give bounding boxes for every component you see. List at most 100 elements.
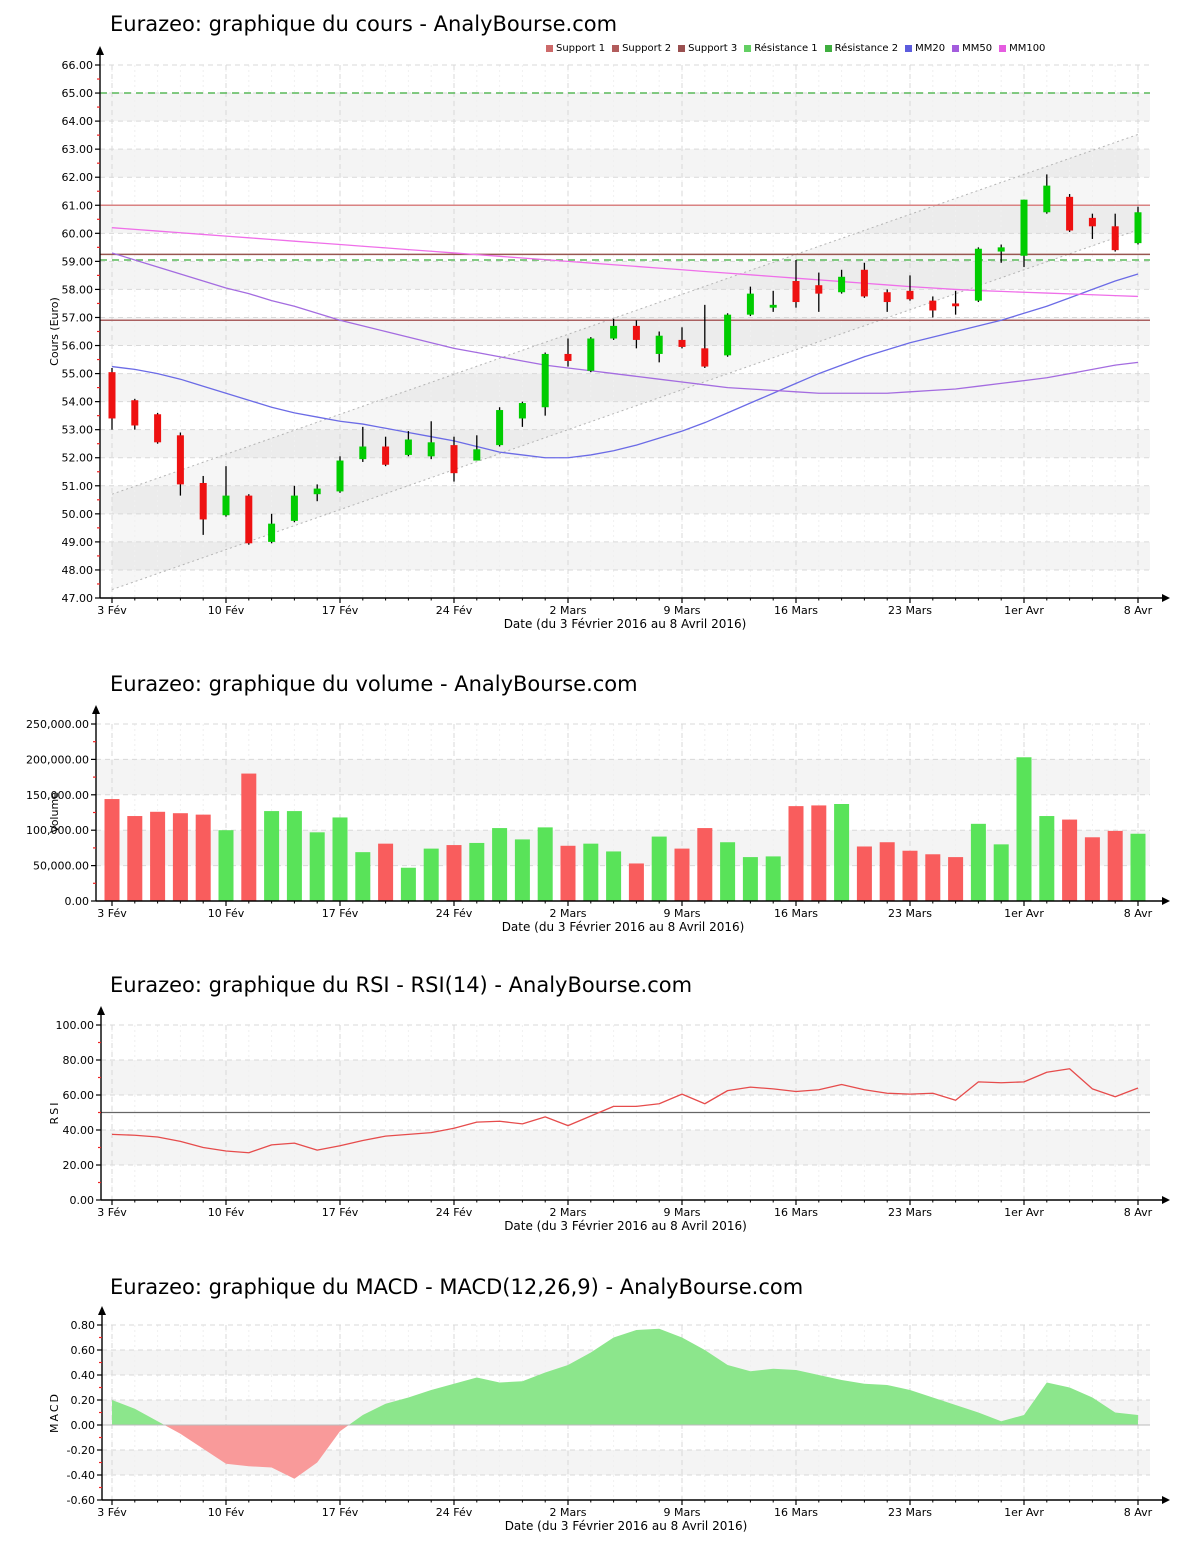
candle-body [1020, 199, 1028, 256]
y-axis-tick-label: -0.20 [67, 1444, 95, 1457]
volume-bar [127, 816, 143, 901]
volume-bar [697, 828, 713, 901]
x-axis-caption: Date (du 3 Février 2016 au 8 Avril 2016) [504, 1219, 747, 1233]
y-axis-tick-label: 66.00 [62, 59, 94, 72]
x-axis-arrow-icon [1162, 897, 1170, 905]
legend-swatch-icon [952, 45, 960, 52]
rsi-chart: 0.00 20.00 40.00 60.00 80.00 100.00 3 Fév 10 Fé… [48, 1006, 1170, 1233]
volume-bar [1107, 830, 1123, 901]
legend-swatch-icon [824, 45, 832, 52]
candle-body [1111, 226, 1119, 251]
y-axis-arrow-icon [92, 705, 100, 714]
volume-bar [286, 811, 302, 901]
volume-bar [834, 804, 850, 901]
candle-body [541, 353, 549, 408]
legend-item-support-3: Support 3 [678, 43, 737, 54]
y-axis-arrow-icon [96, 46, 104, 55]
candle-body [518, 403, 526, 419]
y-axis-title: Volume [48, 792, 61, 833]
candle-body [974, 248, 982, 301]
x-axis-tick-label: 24 Fév [436, 1506, 473, 1519]
x-axis-tick-label: 1er Avr [1004, 907, 1044, 920]
volume-bar [264, 811, 280, 901]
volume-bar [970, 823, 986, 901]
x-axis-tick-label: 9 Mars [664, 1206, 701, 1219]
x-axis-tick-label: 8 Avr [1124, 907, 1153, 920]
mm20-line [111, 273, 1139, 459]
candle-body [290, 495, 298, 521]
candle-body [769, 304, 777, 308]
x-axis-tick-label: 23 Mars [888, 1506, 932, 1519]
candle-body [587, 338, 595, 371]
legend-item-support-2: Support 2 [612, 43, 671, 54]
macd-chart-title: Eurazeo: graphique du MACD - MACD(12,26,… [110, 1275, 804, 1299]
candle-body [860, 269, 868, 297]
y-axis-tick-label: 0.00 [65, 895, 90, 908]
x-axis-tick-label: 2 Mars [550, 604, 587, 617]
volume-bar [309, 832, 325, 901]
y-axis-tick-label: 60.00 [62, 227, 94, 240]
candle-body [450, 445, 458, 474]
candle-body [838, 276, 846, 293]
candle-body [382, 446, 390, 465]
candle-body [701, 348, 709, 367]
x-axis-tick-label: 9 Mars [664, 1506, 701, 1519]
volume-bar [902, 850, 918, 901]
candle-body [108, 372, 116, 419]
volume-bar [104, 799, 120, 901]
plot-band [101, 1060, 1150, 1095]
rsi-chart-title: Eurazeo: graphique du RSI - RSI(14) - An… [110, 973, 693, 997]
y-axis-tick-label: 250,000.00 [26, 718, 89, 731]
mm50-line [111, 252, 1139, 394]
x-axis-tick-label: 8 Avr [1124, 604, 1153, 617]
volume-bar [423, 848, 439, 901]
volume-bar [742, 857, 758, 901]
volume-bar [400, 867, 416, 901]
volume-bar [195, 814, 211, 901]
y-axis-tick-label: 55.00 [62, 368, 94, 381]
y-axis-tick-label: 50.00 [62, 508, 94, 521]
volume-bar [514, 839, 530, 901]
legend-item-mm20: MM20 [905, 43, 945, 54]
y-axis-tick-label: 200,000.00 [26, 753, 89, 766]
y-axis-tick-label: 0.60 [71, 1344, 96, 1357]
y-axis-tick-label: 100.00 [56, 1019, 95, 1032]
volume-bar [856, 846, 872, 901]
y-axis-tick-label: 0.00 [70, 1194, 95, 1207]
x-axis-tick-label: 16 Mars [774, 1206, 818, 1219]
x-axis-tick-label: 1er Avr [1004, 1506, 1044, 1519]
candle-body [176, 435, 184, 485]
volume-chart: 0.00 50,000.00 100,000.00 150,000.00 200,000… [26, 705, 1170, 934]
candle-body [1134, 212, 1142, 244]
x-axis-caption: Date (du 3 Février 2016 au 8 Avril 2016) [504, 617, 747, 631]
legend-swatch-icon [999, 45, 1007, 52]
x-axis-tick-label: 23 Mars [888, 604, 932, 617]
volume-bar [560, 845, 576, 901]
volume-chart-title: Eurazeo: graphique du volume - AnalyBour… [110, 672, 638, 696]
volume-bar [1084, 837, 1100, 901]
y-axis-tick-label: 53.00 [62, 424, 94, 437]
volume-bar [948, 857, 964, 901]
y-axis-tick-label: 49.00 [62, 536, 94, 549]
legend-item-résistance-2: Résistance 2 [824, 43, 898, 54]
y-axis-tick-label: 60.00 [63, 1089, 95, 1102]
candle-body [632, 325, 640, 340]
y-axis-tick-label: 50,000.00 [33, 860, 89, 873]
y-axis-tick-label: 20.00 [63, 1159, 95, 1172]
x-axis-tick-label: 9 Mars [664, 907, 701, 920]
trend-channel-fill [112, 134, 1138, 590]
y-axis-tick-label: -0.40 [67, 1469, 95, 1482]
y-axis-tick-label: 40.00 [63, 1124, 95, 1137]
x-axis-tick-label: 8 Avr [1124, 1206, 1153, 1219]
x-axis-arrow-icon [1162, 1196, 1170, 1204]
trend-channel-upper-line [111, 133, 1139, 495]
y-axis-tick-label: 80.00 [63, 1054, 95, 1067]
y-axis-tick-label: 48.00 [62, 564, 94, 577]
candle-body [427, 442, 435, 457]
plot-band [100, 205, 1150, 234]
plot-band [100, 541, 1150, 570]
y-axis-arrow-icon [97, 1006, 105, 1015]
y-axis-tick-label: 59.00 [62, 255, 94, 268]
x-axis-tick-label: 17 Fév [322, 1506, 359, 1519]
